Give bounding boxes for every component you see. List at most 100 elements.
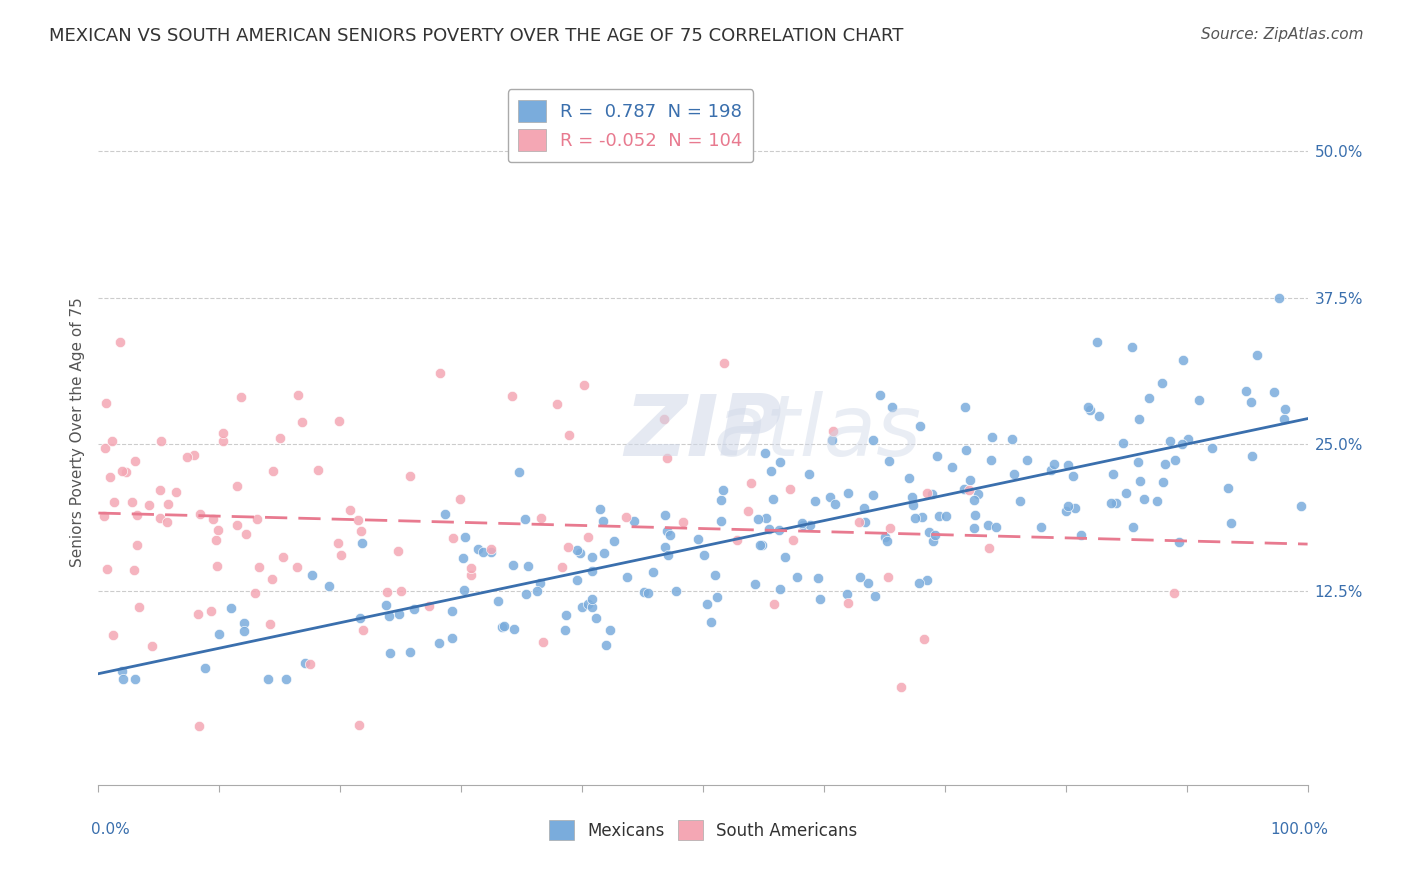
Point [399,469,422,483]
Point [389,584,412,599]
Point [1122,520,1144,534]
Point [124,454,146,468]
Point [880,400,903,414]
Point [1170,436,1192,450]
Point [503,622,526,636]
Point [1054,504,1077,518]
Point [287,388,309,402]
Point [837,485,859,500]
Point [546,397,568,411]
Point [101,628,124,642]
Point [1216,481,1239,495]
Point [567,573,589,587]
Point [111,464,134,478]
Point [1173,353,1195,368]
Text: ZIP: ZIP [624,391,782,475]
Point [551,559,574,574]
Point [581,564,603,578]
Point [188,719,211,733]
Point [1163,586,1185,600]
Point [1177,432,1199,446]
Point [98,470,121,484]
Point [654,508,676,522]
Point [529,575,551,590]
Point [219,601,242,615]
Point [655,451,678,466]
Point [633,585,655,599]
Point [672,515,695,529]
Point [94,441,117,455]
Point [1115,486,1137,500]
Point [449,492,471,507]
Point [229,390,252,404]
Point [155,515,177,529]
Point [758,522,780,536]
Point [429,367,451,381]
Point [849,570,872,584]
Point [1246,348,1268,362]
Point [957,483,980,497]
Point [108,334,131,349]
Point [378,609,401,624]
Point [208,626,231,640]
Point [1015,453,1038,467]
Point [713,356,735,370]
Point [877,454,900,468]
Point [924,528,946,542]
Point [665,583,688,598]
Point [1010,494,1032,508]
Point [977,541,1000,555]
Point [212,426,235,441]
Point [557,541,579,555]
Point [176,450,198,464]
Point [526,583,548,598]
Point [623,514,645,528]
Point [1062,469,1084,483]
Point [696,597,718,611]
Point [451,550,474,565]
Point [501,389,523,403]
Point [269,431,291,445]
Point [1112,435,1135,450]
Point [1105,496,1128,510]
Point [740,475,762,490]
Point [747,512,769,526]
Point [863,589,886,603]
Point [904,511,927,525]
Point [205,533,228,548]
Point [508,465,530,479]
Point [808,591,831,606]
Point [654,540,676,554]
Point [820,433,842,447]
Point [427,635,450,649]
Point [291,415,314,429]
Point [347,718,370,732]
Point [779,482,801,496]
Point [121,495,143,509]
Point [1101,467,1123,482]
Point [769,582,792,596]
Point [201,512,224,526]
Point [955,442,977,457]
Point [502,558,524,572]
Point [852,500,875,515]
Point [853,515,876,529]
Point [460,560,482,574]
Point [725,533,748,548]
Point [693,548,716,562]
Point [592,514,614,528]
Point [156,497,179,511]
Point [515,587,537,601]
Point [1002,467,1025,481]
Point [271,550,294,565]
Point [318,579,340,593]
Point [433,507,456,521]
Point [928,508,950,523]
Point [706,591,728,605]
Point [576,530,599,544]
Point [602,534,624,549]
Point [959,473,981,487]
Point [122,563,145,577]
Y-axis label: Seniors Poverty Over the Age of 75: Seniors Poverty Over the Age of 75 [69,298,84,567]
Point [94,396,117,410]
